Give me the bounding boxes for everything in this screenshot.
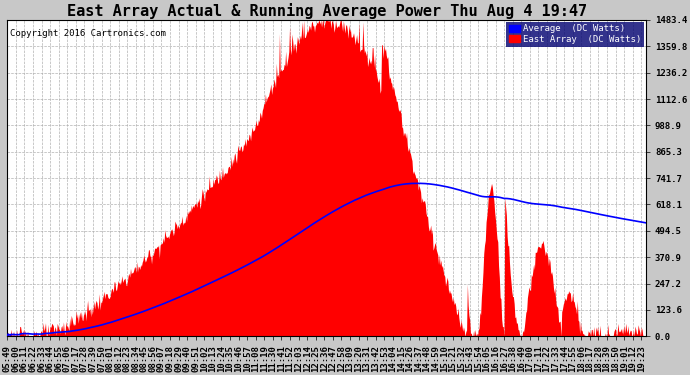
Title: East Array Actual & Running Average Power Thu Aug 4 19:47: East Array Actual & Running Average Powe…	[66, 3, 586, 19]
Legend: Average  (DC Watts), East Array  (DC Watts): Average (DC Watts), East Array (DC Watts…	[506, 22, 644, 46]
Text: Copyright 2016 Cartronics.com: Copyright 2016 Cartronics.com	[10, 29, 166, 38]
